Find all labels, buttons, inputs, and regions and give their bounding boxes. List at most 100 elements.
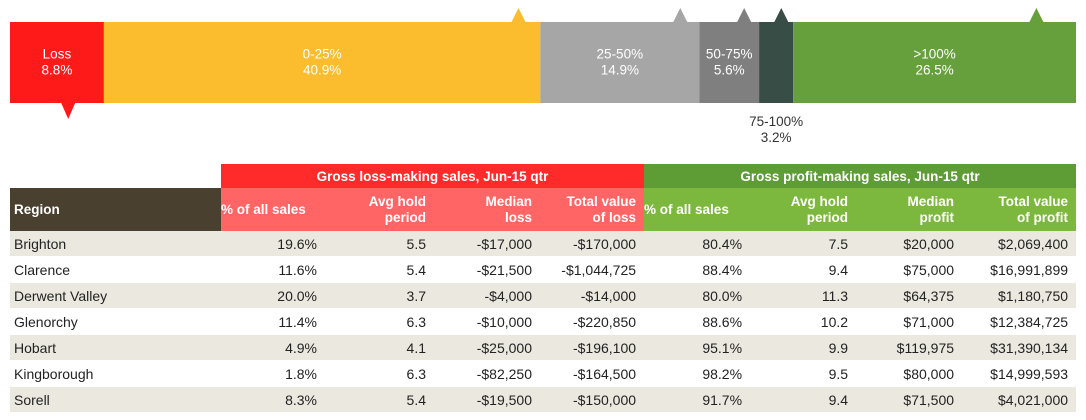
marker-0-25 — [511, 8, 526, 22]
bar-segment-0-25 — [103, 22, 541, 103]
marker-loss — [61, 103, 76, 119]
cell-profit-total: $16,991,899 — [962, 256, 1077, 283]
cell-profit-median: $71,000 — [856, 308, 963, 335]
cell-profit-total: $14,999,593 — [962, 360, 1077, 387]
cell-region: Hobart — [10, 334, 221, 361]
cell-loss-pct: 4.9% — [221, 334, 325, 361]
cell-profit-hold: 10.2 — [750, 308, 857, 335]
cell-profit-median: $20,000 — [856, 231, 963, 257]
segment-value-loss: 8.8% — [42, 63, 73, 78]
cell-loss-hold: 5.5 — [325, 231, 434, 257]
cell-loss-pct: 11.6% — [221, 256, 325, 283]
cell-profit-hold: 9.4 — [750, 256, 857, 283]
cell-region: Derwent Valley — [10, 282, 221, 309]
region-header: Region — [10, 188, 221, 231]
loss-col-header: Avg hold period — [325, 188, 434, 231]
table-row: Clarence 11.6% 5.4 -$21,500 -$1,044,725 88.4%… — [10, 256, 1077, 283]
loss-col-header-line: % of all sales — [221, 201, 306, 217]
cell-profit-hold: 9.5 — [750, 360, 857, 387]
cell-loss-pct: 19.6% — [221, 231, 325, 257]
cell-profit-total: $12,384,725 — [962, 308, 1077, 335]
segment-label-100: >100% — [913, 47, 955, 62]
cell-profit-pct: 80.0% — [644, 282, 751, 309]
cell-loss-hold: 5.4 — [325, 386, 434, 413]
cell-profit-median: $119,975 — [856, 334, 963, 361]
table-row: Glenorchy 11.4% 6.3 -$10,000 -$220,850 88.6% 1… — [10, 308, 1077, 335]
cell-loss-pct: 8.3% — [221, 386, 325, 413]
segment-value-0-25: 40.9% — [303, 63, 341, 78]
table-row: Derwent Valley 20.0% 3.7 -$4,000 -$14,000 80.… — [10, 282, 1077, 309]
segment-label-0-25: 0-25% — [303, 47, 342, 62]
stacked-bar-chart: Loss 8.8% 0-25% 40.9% 25-50% 14.9% 50-75% 5.6% 7… — [0, 0, 1086, 150]
profit-col-header: % of all sales — [644, 188, 751, 231]
cell-profit-median: $64,375 — [856, 282, 963, 309]
cell-profit-hold: 9.9 — [750, 334, 857, 361]
loss-col-header-line: of loss — [592, 209, 637, 225]
profit-col-header-line: profit — [919, 209, 955, 225]
cell-profit-hold: 7.5 — [750, 231, 857, 257]
marker-50-75 — [737, 8, 752, 22]
cell-loss-median: -$17,000 — [434, 231, 540, 257]
cell-profit-pct: 95.1% — [644, 334, 751, 361]
segment-label-75-100: 75-100% — [749, 114, 803, 129]
cell-region: Glenorchy — [10, 308, 221, 335]
cell-profit-total: $2,069,400 — [962, 231, 1077, 257]
bar-segment-100 — [793, 22, 1076, 103]
cell-profit-pct: 98.2% — [644, 360, 751, 387]
cell-loss-hold: 3.7 — [325, 282, 434, 309]
bar-segment-50-75 — [699, 22, 760, 103]
cell-profit-median: $75,000 — [856, 256, 963, 283]
profit-col-header-line: Avg hold — [790, 193, 849, 209]
cell-profit-pct: 88.4% — [644, 256, 751, 283]
loss-group-title: Gross loss-making sales, Jun-15 qtr — [221, 164, 645, 188]
cell-loss-total: -$1,044,725 — [540, 256, 645, 283]
segment-label-25-50: 25-50% — [597, 47, 644, 62]
profit-col-header-line: of profit — [1017, 209, 1069, 225]
cell-profit-total: $4,021,000 — [962, 386, 1077, 413]
loss-col-header: Total value of loss — [540, 188, 645, 231]
cell-loss-total: -$170,000 — [540, 231, 645, 257]
cell-loss-pct: 1.8% — [221, 360, 325, 387]
cell-loss-hold: 4.1 — [325, 334, 434, 361]
table-row: Hobart 4.9% 4.1 -$25,000 -$196,100 95.1% 9.9 $1… — [10, 334, 1077, 361]
cell-profit-total: $1,180,750 — [962, 282, 1077, 309]
loss-col-header: Median loss — [434, 188, 540, 231]
bar-segment-loss — [10, 22, 104, 103]
cell-profit-pct: 91.7% — [644, 386, 751, 413]
segment-value-75-100: 3.2% — [761, 130, 792, 145]
profit-col-header-line: Total value — [998, 193, 1069, 209]
segment-label-loss: Loss — [43, 47, 72, 62]
cell-profit-median: $80,000 — [856, 360, 963, 387]
cell-loss-median: -$4,000 — [434, 282, 540, 309]
cell-loss-median: -$10,000 — [434, 308, 540, 335]
table-row: Sorell 8.3% 5.4 -$19,500 -$150,000 91.7% 9.4 $7… — [10, 386, 1077, 413]
loss-col-header-line: Median — [485, 193, 532, 209]
table-row: Kingborough 1.8% 6.3 -$82,250 -$164,500 98.2%… — [10, 360, 1077, 387]
cell-loss-total: -$220,850 — [540, 308, 645, 335]
segment-value-25-50: 14.9% — [601, 63, 639, 78]
table-row: Brighton 19.6% 5.5 -$17,000 -$170,000 80.4% 7.… — [10, 231, 1077, 257]
marker-25-50 — [673, 8, 688, 22]
cell-loss-total: -$150,000 — [540, 386, 645, 413]
cell-loss-median: -$21,500 — [434, 256, 540, 283]
cell-loss-pct: 11.4% — [221, 308, 325, 335]
cell-profit-median: $71,500 — [856, 386, 963, 413]
loss-col-header: % of all sales — [221, 188, 325, 231]
cell-loss-median: -$25,000 — [434, 334, 540, 361]
profit-col-header-line: Median — [907, 193, 955, 209]
cell-loss-total: -$14,000 — [540, 282, 645, 309]
table-body: Brighton 19.6% 5.5 -$17,000 -$170,000 80.4% 7.… — [10, 231, 1077, 413]
cell-loss-total: -$164,500 — [540, 360, 645, 387]
marker-100 — [1029, 8, 1044, 22]
loss-col-header-line: loss — [504, 209, 532, 225]
profit-group-title: Gross profit-making sales, Jun-15 qtr — [644, 164, 1077, 188]
sales-table: Gross loss-making sales, Jun-15 qtr Gros… — [10, 164, 1077, 413]
cell-profit-hold: 9.4 — [750, 386, 857, 413]
cell-loss-median: -$82,250 — [434, 360, 540, 387]
bar-segment-75-100 — [759, 22, 794, 103]
cell-loss-pct: 20.0% — [221, 282, 325, 309]
loss-col-header-line: period — [384, 209, 426, 225]
cell-region: Brighton — [10, 231, 221, 257]
profit-col-header: Avg hold period — [750, 188, 857, 231]
